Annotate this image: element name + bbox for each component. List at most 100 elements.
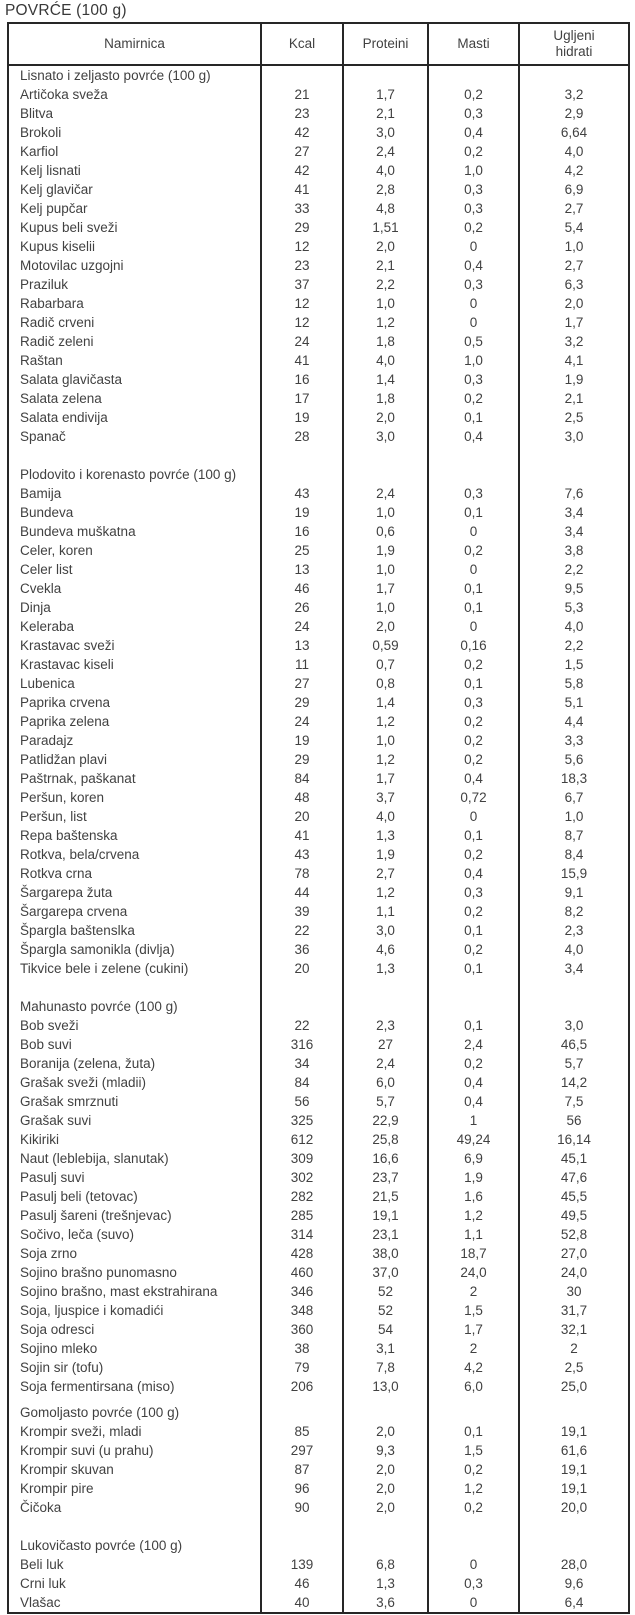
cell-masti: 0,2 [427,902,519,921]
cell-namirnica: Bob sveži [20,1018,79,1033]
cell-proteini: 19,1 [342,1206,428,1225]
cell-namirnica: Tikvice bele i zelene (cukini) [20,961,189,976]
cell-proteini: 6,0 [342,1073,428,1092]
table-row: Soja, ljuspice i komadići 348 52 1,5 31,7 [8,1301,629,1320]
cell-masti: 0,1 [427,921,519,940]
header-row: Namirnica Kcal Proteini Masti Ugljeni hi… [8,23,629,66]
cell-proteini: 2,0 [342,237,428,256]
cell-kcal: 20 [260,959,343,978]
cell-ugljeni-hidrati: 45,5 [518,1187,629,1206]
section-header-row: Lukovičasto povrće (100 g) [8,1536,629,1555]
cell-masti: 1,0 [427,351,519,370]
cell-masti: 0,16 [427,636,519,655]
section-spacer-row [8,446,629,465]
cell-kcal: 46 [260,1574,343,1593]
table-row: Boranija (zelena, žuta) 34 2,4 0,2 5,7 [8,1054,629,1073]
spacer-cell [427,1517,519,1536]
cell-masti: 49,24 [427,1130,519,1149]
cell-masti: 1,5 [427,1441,519,1460]
cell-proteini: 2,4 [342,142,428,161]
cell-kcal: 16 [260,370,343,389]
cell-namirnica: Karfiol [20,144,59,159]
cell-ugljeni-hidrati: 4,2 [518,161,629,180]
cell-proteini: 1,0 [342,294,428,313]
cell-masti: 0,1 [427,1016,519,1035]
table-row: Krompir suvi (u prahu) 297 9,3 1,5 61,6 [8,1441,629,1460]
cell-kcal: 56 [260,1092,343,1111]
cell-proteini: 1,9 [342,541,428,560]
cell-ugljeni-hidrati: 5,1 [518,693,629,712]
cell-kcal: 96 [260,1479,343,1498]
cell-ugljeni-hidrati: 28,0 [518,1555,629,1574]
cell-ugljeni-hidrati: 4,1 [518,351,629,370]
cell-masti: 0 [427,617,519,636]
cell-kcal: 38 [260,1339,343,1358]
cell-ugljeni-hidrati: 52,8 [518,1225,629,1244]
cell-kcal: 346 [260,1282,343,1301]
cell-proteini: 1,4 [342,370,428,389]
table-row: Krompir skuvan 87 2,0 0,2 19,1 [8,1460,629,1479]
cell-ugljeni-hidrati: 2,2 [518,636,629,655]
cell-kcal: 46 [260,579,343,598]
cell-ugljeni-hidrati: 2,2 [518,560,629,579]
table-row: Bundeva muškatna 16 0,6 0 3,4 [8,522,629,541]
cell-ugljeni-hidrati: 30 [518,1282,629,1301]
cell-masti: 0,2 [427,85,519,104]
table-row: Soja fermentirsana (miso) 206 13,0 6,0 25,0 [8,1377,629,1396]
cell-namirnica: Rotkva, bela/crvena [20,847,140,862]
cell-ugljeni-hidrati: 3,0 [518,1016,629,1035]
cell-namirnica: Celer list [20,562,73,577]
spacer-cell [518,978,629,997]
table-row: Lubenica 27 0,8 0,1 5,8 [8,674,629,693]
cell-ugljeni-hidrati: 3,0 [518,427,629,446]
cell-namirnica: Krompir pire [20,1481,94,1496]
cell-proteini: 1,2 [342,750,428,769]
cell-proteini: 37,0 [342,1263,428,1282]
cell-namirnica: Boranija (zelena, žuta) [20,1056,156,1071]
cell-masti: 0,4 [427,427,519,446]
cell-proteini: 1,9 [342,845,428,864]
table-row: Motovilac uzgojni 23 2,1 0,4 2,7 [8,256,629,275]
section-label: Plodovito i korenasto povrće (100 g) [20,467,237,482]
cell-namirnica: Cvekla [20,581,62,596]
cell-kcal: 13 [260,560,343,579]
column-header-proteini: Proteini [342,23,428,66]
table-row: Grašak smrznuti 56 5,7 0,4 7,5 [8,1092,629,1111]
cell-masti: 0,2 [427,218,519,237]
cell-masti: 0 [427,1593,519,1613]
section-empty-cell [260,465,343,484]
table-row: Praziluk 37 2,2 0,3 6,3 [8,275,629,294]
table-row: Rabarbara 12 1,0 0 2,0 [8,294,629,313]
cell-kcal: 36 [260,940,343,959]
cell-namirnica: Beli luk [20,1557,64,1572]
table-row: Bundeva 19 1,0 0,1 3,4 [8,503,629,522]
cell-masti: 0,4 [427,769,519,788]
cell-masti: 0,1 [427,674,519,693]
cell-namirnica: Salata zelena [20,391,102,406]
cell-namirnica: Bamija [20,486,62,501]
table-row: Čičoka 90 2,0 0,2 20,0 [8,1498,629,1517]
cell-proteini: 3,0 [342,123,428,142]
section-spacer-row [8,1517,629,1536]
cell-masti: 0,2 [427,712,519,731]
table-row: Peršun, koren 48 3,7 0,72 6,7 [8,788,629,807]
table-row: Krastavac sveži 13 0,59 0,16 2,2 [8,636,629,655]
table-row: Grašak sveži (mladii) 84 6,0 0,4 14,2 [8,1073,629,1092]
cell-proteini: 2,0 [342,1460,428,1479]
cell-proteini: 1,0 [342,503,428,522]
cell-masti: 0,2 [427,940,519,959]
cell-ugljeni-hidrati: 5,7 [518,1054,629,1073]
cell-kcal: 13 [260,636,343,655]
cell-ugljeni-hidrati: 14,2 [518,1073,629,1092]
table-row: Kelj pupčar 33 4,8 0,3 2,7 [8,199,629,218]
cell-kcal: 12 [260,237,343,256]
cell-masti: 0,4 [427,123,519,142]
cell-kcal: 37 [260,275,343,294]
cell-namirnica: Raštan [20,353,63,368]
section-label: Mahunasto povrće (100 g) [20,999,178,1014]
table-row: Šargarepa žuta 44 1,2 0,3 9,1 [8,883,629,902]
spacer-cell [427,978,519,997]
cell-kcal: 27 [260,674,343,693]
cell-proteini: 23,7 [342,1168,428,1187]
cell-kcal: 348 [260,1301,343,1320]
